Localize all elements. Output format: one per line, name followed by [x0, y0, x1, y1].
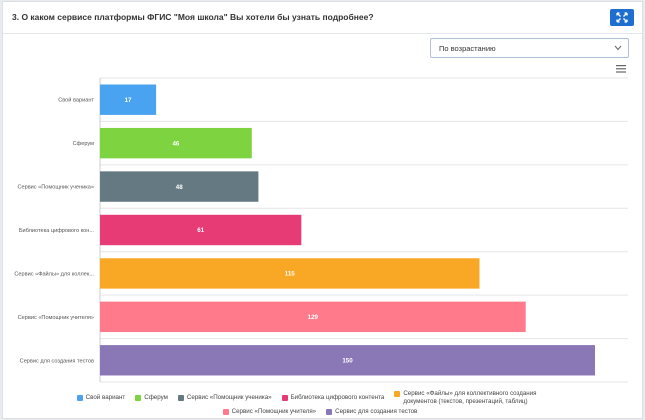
- legend-swatch: [135, 394, 142, 401]
- legend-swatch: [326, 409, 333, 415]
- bar-value-label: 150: [342, 357, 353, 364]
- bar-value-label: 48: [176, 184, 183, 191]
- category-label: Сервис для создания тестов: [20, 358, 94, 364]
- legend-item[interactable]: Сервис «Помощник учителя»: [222, 408, 317, 416]
- category-label: Сервис «Помощник ученика»: [17, 185, 94, 191]
- legend-label: Сферум: [144, 393, 168, 401]
- legend-label: Сервис «Файлы» для коллективного создани…: [403, 390, 537, 405]
- sort-select-value: По возрастанию: [439, 44, 496, 53]
- legend-swatch: [222, 409, 229, 415]
- bar: [100, 84, 157, 115]
- menu-icon[interactable]: [616, 65, 626, 73]
- bar: [100, 258, 480, 289]
- legend-swatch: [177, 394, 184, 401]
- legend-label: Сервис «Помощник учителя»: [231, 408, 317, 415]
- card-header: 3. О каком сервисе платформы ФГИС "Моя ш…: [3, 2, 642, 34]
- expand-button[interactable]: [610, 9, 634, 26]
- legend-item[interactable]: Свой вариант: [76, 393, 126, 402]
- bar: [100, 214, 302, 246]
- legend-label: Свой вариант: [85, 393, 126, 401]
- category-label: Библиотека цифрового кон...: [19, 228, 95, 234]
- legend-item[interactable]: Сферум: [135, 394, 168, 402]
- legend-swatch: [281, 394, 288, 401]
- category-label: Свой вариант: [58, 97, 94, 104]
- sort-select[interactable]: По возрастанию: [430, 38, 629, 58]
- legend-swatch: [76, 394, 83, 401]
- question-title: 3. О каком сервисе платформы ФГИС "Моя ш…: [12, 12, 374, 22]
- legend-label: Сервис для создания тестов: [335, 408, 418, 415]
- legend-item[interactable]: Библиотека цифрового контента: [281, 393, 385, 402]
- expand-icon: [616, 12, 628, 23]
- legend-item[interactable]: Сервис для создания тестов: [326, 408, 417, 416]
- chevron-down-icon: [614, 45, 622, 51]
- category-label: Сферум: [73, 141, 95, 147]
- bar-value-label: 61: [197, 227, 204, 234]
- legend-item[interactable]: Сервис «Файлы» для коллективного создани…: [394, 390, 563, 405]
- category-label: Сервис «Файлы» для коллек...: [14, 270, 94, 277]
- legend-item[interactable]: Сервис «Помощник ученика»: [177, 393, 272, 402]
- legend-label: Сервис «Помощник ученика»: [186, 393, 272, 401]
- bar: [100, 171, 259, 202]
- bar-value-label: 115: [285, 271, 296, 278]
- legend-swatch: [394, 391, 401, 397]
- bar-value-label: 46: [172, 140, 179, 147]
- bar: [100, 345, 595, 376]
- bar-value-label: 129: [308, 314, 319, 321]
- bar-value-label: 17: [125, 97, 132, 104]
- legend-label: Библиотека цифрового контента: [290, 393, 385, 401]
- bar: [100, 127, 252, 159]
- bar: [100, 301, 526, 333]
- chart-legend: Свой вариант Сферум Сервис «Помощник учени…: [40, 390, 600, 416]
- category-label: Сервис «Помощник учителя»: [18, 315, 94, 321]
